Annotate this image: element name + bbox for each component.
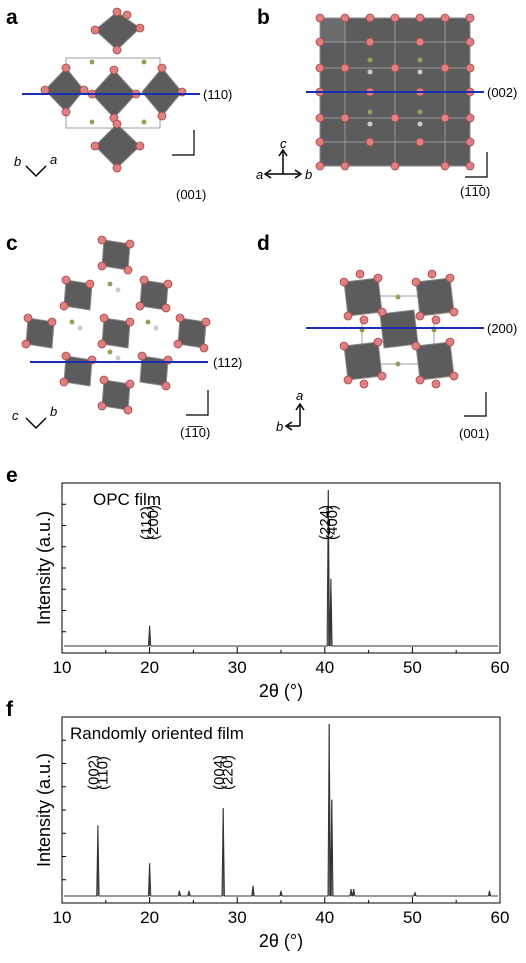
y-axis-label: Intensity (a.u.) [34, 511, 54, 625]
xrd-trace [64, 723, 498, 897]
x-tick-label: 50 [403, 658, 422, 677]
x-tick-label: 40 [315, 658, 334, 677]
panel-label-f: f [6, 698, 14, 721]
panel-label-d: d [257, 232, 270, 255]
xrd-trace [64, 489, 498, 647]
x-tick-label: 30 [228, 908, 247, 927]
axis-label-b-b: b [305, 167, 312, 182]
panel-label-b: b [257, 6, 270, 29]
plane-label-b: (002) [487, 85, 517, 100]
panel-b: b [256, 6, 517, 199]
x-axis-label: 2θ (°) [259, 931, 303, 951]
x-tick-label: 30 [228, 658, 247, 677]
panel-label-a: a [6, 6, 18, 29]
view-label-d: (001) [459, 426, 489, 441]
peak-label: (220) [220, 755, 237, 790]
plane-label-c: (112) [213, 355, 242, 370]
chart-title: Randomly oriented film [70, 724, 244, 743]
panel-a: a (110) b [6, 6, 232, 202]
axis-label-b-a: a [256, 167, 263, 182]
x-tick-label: 20 [140, 908, 159, 927]
chart-title: OPC film [93, 490, 161, 509]
peak-label: (112) [138, 506, 155, 540]
crystal-structure-a [40, 7, 187, 173]
x-tick-label: 60 [491, 658, 510, 677]
axes-a [25, 165, 47, 178]
axes-d [284, 402, 305, 431]
view-label-a: (001) [176, 187, 206, 202]
axis-label-d-a: a [296, 388, 303, 403]
axes-c [25, 417, 47, 430]
axis-label-c-1: c [12, 408, 19, 423]
x-tick-label: 60 [491, 908, 510, 927]
peak-label: (200) [145, 505, 162, 540]
view-label-b: (1̅1̅0) [460, 184, 490, 199]
panel-label-c: c [6, 232, 18, 255]
crystal-structure-c [21, 235, 211, 415]
axes-b [263, 148, 303, 179]
plane-label-a: (110) [203, 87, 232, 102]
y-axis-label: Intensity (a.u.) [34, 753, 54, 867]
x-tick-label: 50 [403, 908, 422, 927]
xrd-chart-opc: 10 20 30 40 50 60 OPC film(112)(200) (224)(400)… [34, 482, 510, 701]
panel-d: d (200) [257, 232, 517, 441]
panel-e: e 10 20 30 40 50 60 OPC film(112)(200) (224)(40… [6, 464, 509, 701]
plot-frame [61, 716, 501, 904]
x-tick-label: 10 [53, 658, 72, 677]
peak-label: (224) [317, 505, 334, 540]
x-axis-label: 2θ (°) [259, 681, 303, 701]
panel-f: f 10 20 30 40 50 60 Randomly oriented film (002… [6, 698, 509, 951]
peak-label: (002) [86, 755, 103, 790]
x-tick-label: 10 [53, 908, 72, 927]
axis-label-c-2: b [50, 404, 57, 419]
axis-label-d-b: b [276, 419, 283, 434]
x-tick-label: 40 [315, 908, 334, 927]
view-label-c: (1̅1̅0) [180, 425, 210, 440]
axis-label-a-2: a [50, 152, 57, 167]
axis-label-b-c: c [280, 136, 287, 151]
peak-label: (110) [94, 756, 111, 790]
panel-c: c [6, 232, 242, 440]
axis-label-a-1: b [14, 154, 21, 169]
plane-label-d: (200) [487, 321, 517, 336]
peak-label: (400) [324, 505, 341, 540]
panel-label-e: e [6, 464, 18, 487]
peak-label: (004) [211, 755, 228, 790]
x-tick-label: 20 [140, 658, 159, 677]
